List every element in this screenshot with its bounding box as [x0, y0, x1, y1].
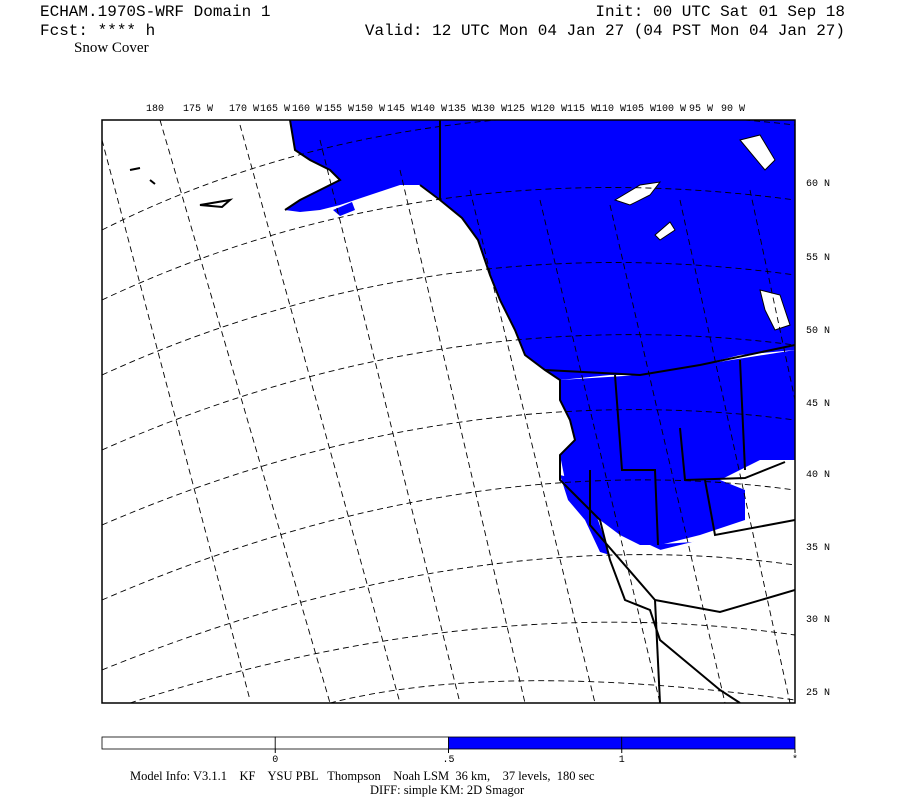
- latitude-label: 35 N: [806, 543, 830, 554]
- map: 180 175 W 170 W 165 W 160 W 155 W 150 W 145 W 14…: [101, 104, 830, 704]
- colorbar-segment: [448, 736, 623, 750]
- snow-free: [745, 460, 795, 525]
- latitude-label: 40 N: [806, 470, 830, 481]
- longitude-label: 110 W: [596, 104, 626, 115]
- longitude-label: 90 W: [721, 104, 745, 115]
- diff-info: DIFF: simple KM: 2D Smagor: [370, 783, 525, 797]
- longitude-label: 95 W: [689, 104, 713, 115]
- lake: [759, 289, 791, 331]
- longitude-label: 180: [146, 104, 164, 115]
- longitude-label: 130 W: [477, 104, 507, 115]
- boundaries: [129, 120, 795, 703]
- lake: [739, 134, 776, 171]
- graticule: [102, 120, 795, 703]
- longitude-label: 155 W: [324, 104, 354, 115]
- latitude-label: 30 N: [806, 615, 830, 626]
- snow-area: [560, 350, 795, 545]
- longitude-label: 165 W: [260, 104, 290, 115]
- field-name: Snow Cover: [74, 40, 149, 56]
- longitude-label: 105 W: [626, 104, 656, 115]
- longitude-label: 170 W: [229, 104, 259, 115]
- longitude-label: 115 W: [567, 104, 597, 115]
- longitude-label: 175 W: [183, 104, 213, 115]
- lake: [654, 221, 676, 241]
- longitude-label: 100 W: [656, 104, 686, 115]
- colorbar-label: 0: [272, 755, 278, 766]
- latitude-labels: 60 N 55 N 50 N 45 N 40 N 35 N 30 N 25 N: [806, 179, 830, 699]
- longitude-label: 135 W: [448, 104, 478, 115]
- latitude-label: 45 N: [806, 399, 830, 410]
- latitude-label: 60 N: [806, 179, 830, 190]
- map-frame: [101, 119, 796, 704]
- colorbar-label: 1: [619, 755, 625, 766]
- colorbar-label: *: [792, 754, 798, 766]
- forecast: Fcst: **** h: [40, 22, 155, 40]
- latitude-label: 50 N: [806, 326, 830, 337]
- colorbar-label: .5: [442, 755, 454, 766]
- longitude-label: 160 W: [292, 104, 322, 115]
- colorbar: 0 .5 1 *: [101, 736, 798, 766]
- longitude-label: 150 W: [355, 104, 385, 115]
- longitude-label: 120 W: [537, 104, 567, 115]
- valid-time: Valid: 12 UTC Mon 04 Jan 27 (04 PST Mon …: [365, 22, 845, 40]
- init-time: Init: 00 UTC Sat 01 Sep 18: [595, 3, 845, 21]
- title: ECHAM.1970S-WRF Domain 1: [40, 3, 270, 21]
- longitude-label: 140 W: [417, 104, 447, 115]
- longitude-labels: 180 175 W 170 W 165 W 160 W 155 W 150 W 145 W 14…: [146, 104, 745, 115]
- colorbar-segment: [274, 736, 449, 750]
- latitude-label: 25 N: [806, 688, 830, 699]
- latitude-label: 55 N: [806, 253, 830, 264]
- snow-area: [285, 120, 795, 380]
- colorbar-segment: [621, 736, 796, 750]
- model-info: Model Info: V3.1.1 KF YSU PBL Thompson N…: [130, 769, 595, 783]
- snow-area: [333, 202, 355, 216]
- longitude-label: 145 W: [387, 104, 417, 115]
- colorbar-segment: [101, 736, 276, 750]
- longitude-label: 125 W: [507, 104, 537, 115]
